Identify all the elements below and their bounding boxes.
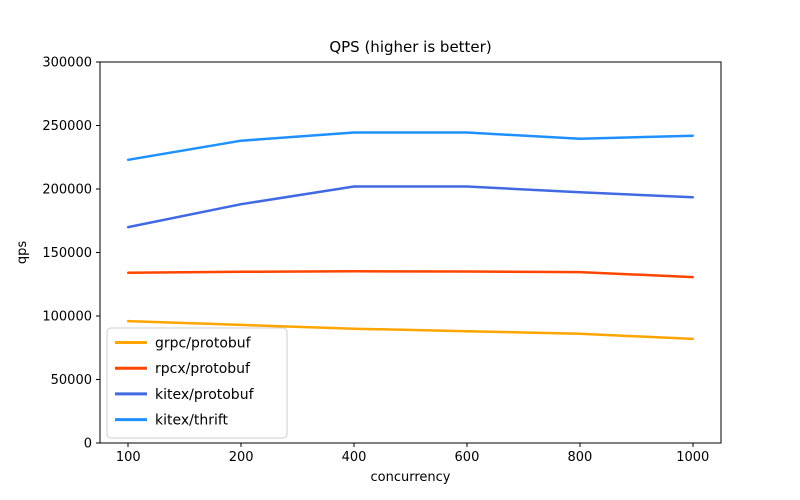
series-line-grpc-protobuf bbox=[126, 319, 695, 341]
legend-label-kitex-thrift: kitex/thrift bbox=[155, 413, 229, 429]
series-line-kitex-thrift bbox=[126, 131, 695, 162]
x-tick-label: 800 bbox=[567, 450, 592, 465]
x-tick-label: 1000 bbox=[676, 450, 709, 465]
x-tick-label: 100 bbox=[116, 450, 141, 465]
series-line-kitex-protobuf bbox=[126, 185, 695, 229]
legend-item-kitex-thrift: kitex/thrift bbox=[115, 413, 229, 429]
y-tick-label: 250000 bbox=[42, 119, 92, 134]
series-lines bbox=[126, 131, 695, 341]
y-tick-label: 100000 bbox=[42, 310, 92, 325]
legend-label-grpc-protobuf: grpc/protobuf bbox=[155, 336, 252, 352]
y-tick-label: 200000 bbox=[42, 183, 92, 198]
x-tick-label: 600 bbox=[455, 450, 480, 465]
x-axis-ticks: 100 200 400 600 800 1000 bbox=[116, 443, 709, 465]
legend: grpc/protobuf rpcx/protobuf kitex/protobuf… bbox=[106, 327, 288, 439]
y-tick-label: 50000 bbox=[51, 373, 92, 388]
legend-box bbox=[106, 327, 288, 439]
legend-label-kitex-protobuf: kitex/protobuf bbox=[155, 387, 255, 403]
y-tick-label: 300000 bbox=[42, 56, 92, 71]
series-line-rpcx-protobuf bbox=[126, 270, 695, 279]
legend-item-rpcx-protobuf: rpcx/protobuf bbox=[115, 361, 251, 377]
y-axis-label: qps bbox=[15, 241, 30, 265]
y-axis-ticks: 0 50000 100000 150000 200000 250000 300000 bbox=[42, 56, 100, 452]
y-tick-label: 150000 bbox=[42, 246, 92, 261]
legend-label-rpcx-protobuf: rpcx/protobuf bbox=[155, 361, 251, 377]
legend-item-kitex-protobuf: kitex/protobuf bbox=[115, 387, 255, 403]
x-tick-label: 200 bbox=[229, 450, 254, 465]
x-tick-label: 400 bbox=[342, 450, 367, 465]
legend-item-grpc-protobuf: grpc/protobuf bbox=[115, 336, 252, 352]
chart-title: QPS (higher is better) bbox=[329, 38, 491, 56]
x-axis-label: concurrency bbox=[371, 470, 451, 485]
y-tick-label: 0 bbox=[84, 437, 92, 452]
